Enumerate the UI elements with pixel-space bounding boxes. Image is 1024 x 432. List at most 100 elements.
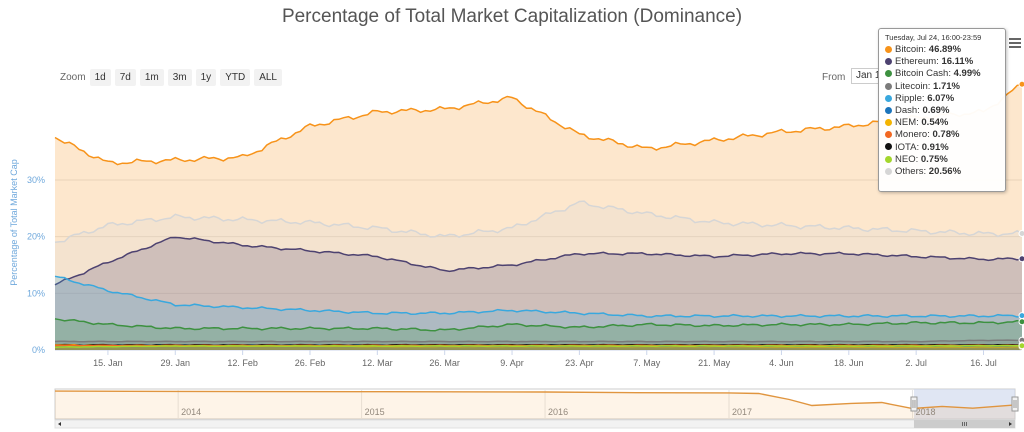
legend-dot-icon (885, 106, 892, 114)
tooltip-row: Ripple: 6.07% (885, 93, 999, 105)
tooltip-series-name: Dash: (895, 104, 923, 116)
legend-dot-icon (885, 119, 892, 127)
y-tick-label: 10% (27, 288, 45, 298)
neo-hover-point (1018, 342, 1024, 350)
tooltip-row: Others: 20.56% (885, 166, 999, 178)
navigator-frame (54, 388, 1016, 420)
x-tick-label: 2. Jul (905, 358, 927, 368)
tooltip-series-name: NEM: (895, 117, 922, 129)
navigator-year-label: 2017 (732, 407, 752, 417)
navigator-year-label: 2016 (548, 407, 568, 417)
x-tick-label: 12. Feb (227, 358, 258, 368)
x-tick-label: 4. Jun (769, 358, 794, 368)
chevron-right-icon[interactable] (1009, 422, 1012, 426)
chart-title: Percentage of Total Market Capitalizatio… (281, 6, 743, 27)
chevron-left-icon[interactable] (58, 422, 61, 426)
x-tick-label: 26. Mar (429, 358, 460, 368)
tooltip-series-value: 0.75% (920, 153, 948, 165)
x-tick-label: 21. May (698, 358, 731, 368)
zoom-3m-button[interactable]: 3m (167, 69, 192, 86)
hamburger-menu-icon[interactable] (1009, 36, 1021, 48)
litecoin-line (54, 339, 1023, 343)
navigator-selection (913, 389, 1015, 419)
tooltip-row: NEO: 0.75% (885, 154, 999, 166)
legend-dot-icon (885, 82, 892, 90)
bitcoin-area (55, 84, 1022, 351)
tooltip-row: Bitcoin Cash: 4.99% (885, 68, 999, 80)
zoom-7d-button[interactable]: 7d (114, 69, 136, 86)
navigator-handle-body (1011, 396, 1019, 412)
navigator-year-label: 2014 (181, 407, 201, 417)
x-tick-label: 29. Jan (161, 358, 191, 368)
navigator-bitcoin-area (55, 391, 1015, 419)
zoom-all-button[interactable]: ALL (254, 69, 282, 86)
legend-dot-icon (885, 94, 892, 102)
tooltip-date: Tuesday, Jul 24, 16:00-23:59 (885, 33, 982, 42)
tooltip-series-name: Others: (895, 165, 929, 177)
tooltip-row: Dash: 0.69% (885, 105, 999, 117)
navigator-handle-body (910, 396, 918, 412)
navigator-year-label: 2015 (365, 407, 385, 417)
scrollbar-track (54, 419, 1016, 429)
nem-area (55, 344, 1022, 350)
tooltip-series-value: 0.54% (921, 117, 949, 129)
others-hover-point (1018, 229, 1024, 237)
zoom-1d-button[interactable]: 1d (89, 69, 111, 86)
navigator-year-label: 2018 (915, 407, 935, 417)
y-axis-title: Percentage of Total Market Cap (9, 159, 19, 285)
legend-dot-icon (885, 143, 892, 151)
legend-dot-icon (885, 70, 892, 78)
tooltip-series-value: 6.07% (927, 92, 955, 104)
others-line (54, 200, 1023, 244)
range-selector: Zoom 1d 7d 1m 3m 1y YTD ALL (60, 69, 282, 86)
bitcoin-cash-hover-point (1018, 318, 1024, 326)
x-tick-label: 15. Jan (93, 358, 123, 368)
zoom-1y-button[interactable]: 1y (195, 69, 217, 86)
tooltip-series-value: 4.99% (953, 68, 981, 80)
ripple-area (55, 276, 1022, 350)
x-tick-label: 18. Jun (834, 358, 864, 368)
tooltip-row: NEM: 0.54% (885, 117, 999, 129)
legend-dot-icon (885, 58, 892, 66)
ethereum-area (55, 237, 1022, 350)
tooltip-row: Monero: 0.78% (885, 129, 999, 141)
tooltip-row: Litecoin: 1.71% (885, 81, 999, 93)
tooltip-series-name: Monero: (895, 129, 933, 141)
tooltip-series-name: Ripple: (895, 92, 928, 104)
ripple-line (54, 275, 1023, 319)
tooltip-series-value: 1.71% (933, 80, 960, 92)
tooltip-series-value: 16.11% (941, 56, 974, 68)
bitcoin-line (54, 83, 1023, 166)
legend-dot-icon (885, 45, 892, 53)
y-tick-label: 30% (27, 175, 45, 185)
x-tick-label: 7. May (633, 358, 661, 368)
tooltip-series-name: Litecoin: (895, 80, 934, 92)
neo-line (54, 344, 1023, 348)
zoom-ytd-button[interactable]: YTD (220, 69, 251, 86)
navigator-handle[interactable] (1011, 396, 1019, 412)
ethereum-hover-point (1018, 255, 1024, 263)
x-tick-label: 12. Mar (362, 358, 393, 368)
tooltip-series-value: 20.56% (928, 165, 962, 177)
ethereum-line (54, 236, 1023, 286)
bitcoin-hover-point (1018, 80, 1024, 88)
tooltip-series-name: Bitcoin: (895, 44, 929, 55)
navigator-bitcoin-line (54, 390, 1016, 410)
tooltip-series-name: NEO: (895, 153, 921, 165)
tooltip-row: Ethereum: 16.11% (885, 56, 999, 68)
tooltip-series-value: 0.91% (921, 141, 949, 153)
tooltip-series-value: 0.69% (922, 104, 950, 116)
tooltip-series-name: IOTA: (895, 141, 922, 153)
y-tick-label: 0% (32, 345, 45, 355)
legend-dot-icon (885, 131, 892, 139)
x-tick-label: 26. Feb (295, 358, 326, 368)
tooltip-row: Bitcoin: 46.89% (885, 44, 999, 56)
zoom-1m-button[interactable]: 1m (139, 69, 164, 86)
y-tick-label: 20% (27, 232, 45, 242)
legend-dot-icon (885, 167, 892, 175)
from-label: From (822, 72, 846, 83)
tooltip-series-value: 0.78% (932, 129, 960, 141)
x-tick-label: 9. Apr (500, 358, 524, 368)
navigator-handle[interactable] (910, 396, 918, 412)
